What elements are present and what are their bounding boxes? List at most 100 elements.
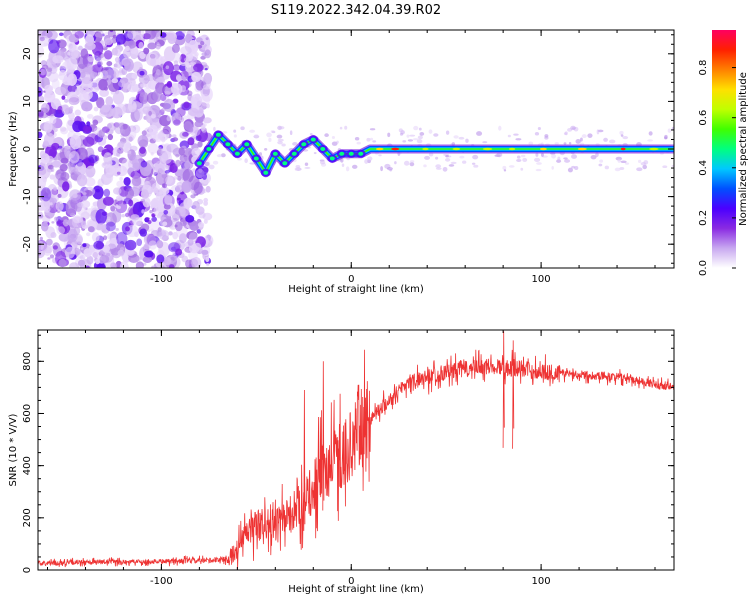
noise-speckle — [83, 158, 88, 165]
noise-speckle — [476, 131, 483, 136]
noise-speckle — [581, 134, 587, 139]
noise-speckle — [111, 78, 119, 84]
noise-speckle — [142, 74, 150, 83]
trace-blob-core — [282, 161, 288, 166]
colorbar-ticks: 0.0 0.2 0.4 0.6 0.8 — [698, 60, 736, 276]
noise-speckle — [61, 104, 70, 115]
carrier-hotspot — [391, 147, 400, 151]
noise-speckle — [564, 159, 571, 163]
noise-speckle — [304, 162, 309, 166]
noise-speckle — [60, 157, 69, 164]
noise-speckle — [60, 127, 69, 135]
noise-speckle — [69, 262, 80, 268]
snr-y-ticks: 0 200 400 600 800 — [22, 334, 674, 573]
noise-speckle — [172, 231, 179, 240]
noise-speckle — [38, 191, 42, 198]
noise-speckle — [138, 41, 144, 50]
noise-speckle — [81, 101, 93, 112]
noise-speckle — [389, 168, 393, 172]
noise-speckle — [423, 164, 427, 168]
noise-speckle — [147, 186, 154, 194]
noise-speckle — [41, 221, 49, 232]
noise-speckle — [94, 32, 101, 38]
noise-speckle — [45, 155, 54, 164]
noise-speckle — [89, 80, 101, 93]
noise-speckle — [104, 37, 113, 46]
noise-speckle — [175, 184, 184, 193]
noise-speckle — [642, 164, 647, 170]
noise-speckle — [52, 68, 56, 72]
noise-speckle — [205, 256, 210, 263]
noise-speckle — [540, 152, 544, 157]
noise-speckle — [369, 128, 376, 131]
noise-speckle — [116, 180, 125, 188]
noise-speckle — [182, 168, 194, 183]
noise-speckle — [139, 146, 146, 154]
noise-speckle — [372, 140, 377, 143]
spectrogram-y-label: Frequency (Hz) — [8, 111, 19, 187]
noise-speckle — [617, 159, 621, 163]
noise-speckle — [38, 67, 47, 79]
noise-speckle — [73, 167, 79, 174]
noise-speckle — [428, 129, 433, 134]
noise-speckle — [620, 160, 627, 164]
noise-speckle — [69, 105, 74, 110]
noise-speckle — [169, 264, 175, 268]
snr-y-tick-label: 200 — [22, 508, 33, 527]
noise-speckle — [122, 87, 127, 93]
noise-speckle — [145, 30, 157, 40]
noise-speckle — [117, 147, 124, 154]
noise-speckle — [115, 204, 119, 208]
noise-speckle — [86, 121, 91, 127]
noise-speckle — [465, 138, 469, 143]
noise-speckle — [137, 134, 149, 147]
noise-speckle — [563, 157, 568, 160]
noise-speckle — [216, 154, 223, 158]
noise-speckle — [161, 151, 173, 164]
noise-speckle — [472, 154, 479, 160]
noise-speckle — [38, 131, 43, 139]
noise-speckle — [575, 139, 581, 144]
snr-frame — [37, 329, 675, 571]
noise-speckle — [102, 244, 110, 253]
trace-blob-core — [225, 142, 231, 147]
noise-speckle — [568, 142, 572, 145]
noise-speckle — [264, 147, 268, 151]
carrier-hotspot — [452, 147, 461, 151]
noise-speckle — [200, 40, 205, 46]
noise-speckle — [124, 212, 130, 218]
noise-speckle — [157, 227, 162, 233]
noise-speckle — [58, 73, 62, 77]
noise-speckle — [143, 250, 154, 258]
noise-speckle — [520, 154, 526, 158]
noise-speckle — [74, 109, 82, 116]
noise-speckle — [77, 30, 85, 38]
noise-speckle — [191, 71, 202, 83]
noise-speckle — [118, 80, 126, 88]
carrier-hotspot — [577, 147, 587, 151]
noise-speckle — [304, 166, 311, 169]
noise-speckle — [520, 167, 524, 171]
noise-speckle — [155, 228, 163, 237]
noise-speckle — [97, 178, 105, 187]
snr-x-tick-label: -100 — [150, 576, 173, 587]
noise-speckle — [68, 34, 80, 43]
noise-speckle — [419, 132, 425, 136]
snr-series-line — [38, 331, 674, 570]
noise-speckle — [104, 69, 117, 79]
noise-speckle — [76, 174, 88, 187]
noise-speckle — [194, 242, 202, 251]
noise-speckle — [71, 30, 77, 36]
noise-speckle — [139, 66, 143, 72]
carrier-hotspot — [649, 147, 659, 151]
noise-speckle — [667, 128, 672, 133]
noise-speckle — [114, 57, 120, 63]
noise-speckle — [171, 83, 183, 96]
noise-speckle — [409, 134, 416, 137]
noise-speckle — [557, 156, 561, 161]
noise-speckle — [417, 135, 423, 140]
noise-speckle — [244, 158, 248, 164]
noise-speckle — [64, 98, 69, 103]
noise-speckle — [212, 160, 219, 165]
